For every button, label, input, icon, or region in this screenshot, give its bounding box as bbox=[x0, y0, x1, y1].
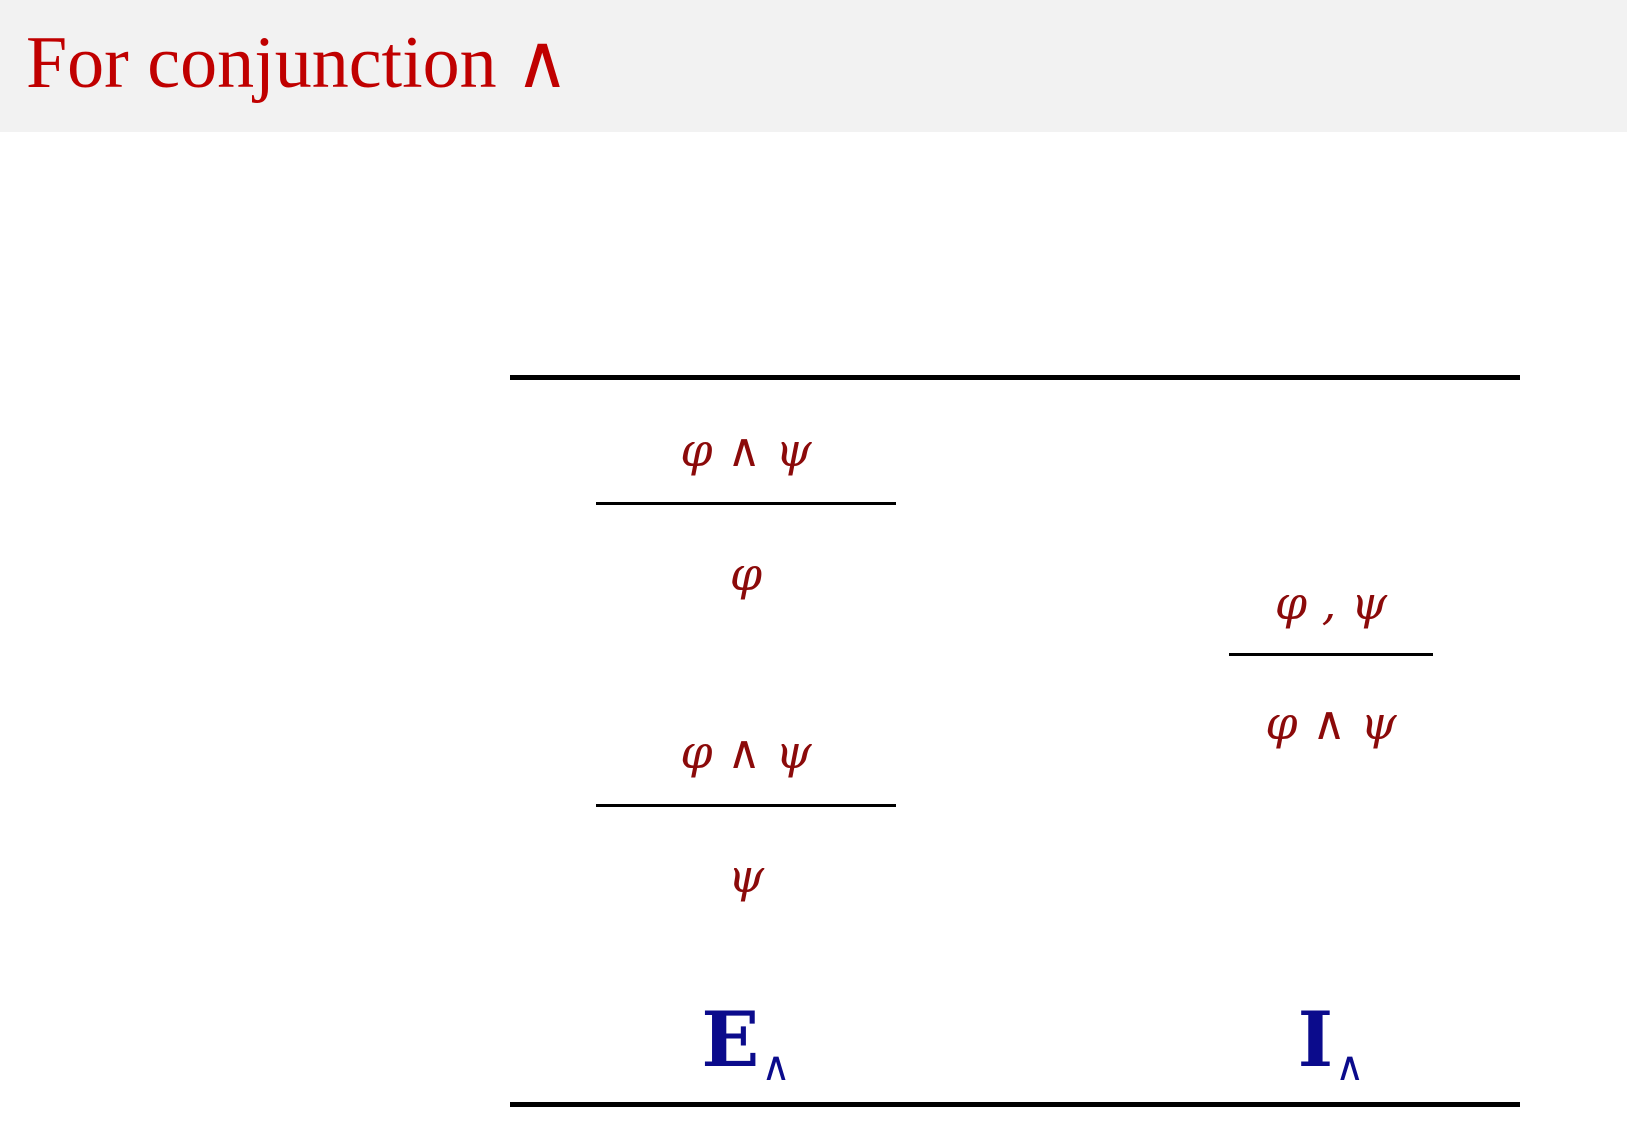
elim-rule-letter: E bbox=[701, 995, 760, 1084]
slide-header: For conjunction ∧ bbox=[0, 0, 1627, 132]
elim-rule-2-inference-line bbox=[596, 804, 896, 807]
elim-rule-name: E∧ bbox=[596, 995, 896, 1106]
intro-rule-conclusion: φ ∧ ψ bbox=[1265, 696, 1397, 750]
elim-rule-1-inference-line bbox=[596, 502, 896, 505]
intro-rule-letter: I bbox=[1297, 995, 1334, 1084]
elim-rule-1-conclusion: φ bbox=[729, 547, 763, 601]
elim-rule-1-premise: φ ∧ ψ bbox=[680, 423, 812, 477]
intro-rule-inference-line bbox=[1229, 653, 1433, 656]
table-top-rule bbox=[510, 375, 1520, 380]
intro-rule-name: I∧ bbox=[1229, 995, 1433, 1106]
slide-title: For conjunction ∧ bbox=[26, 22, 570, 104]
table-bottom-rule bbox=[510, 1102, 1520, 1107]
elim-rule-2-conclusion: ψ bbox=[727, 849, 765, 903]
elim-rule-2-premise: φ ∧ ψ bbox=[680, 725, 812, 779]
intro-rule-premise: φ , ψ bbox=[1274, 576, 1388, 630]
elim-rule-subscript: ∧ bbox=[761, 1044, 791, 1090]
intro-rule-subscript: ∧ bbox=[1335, 1044, 1365, 1090]
